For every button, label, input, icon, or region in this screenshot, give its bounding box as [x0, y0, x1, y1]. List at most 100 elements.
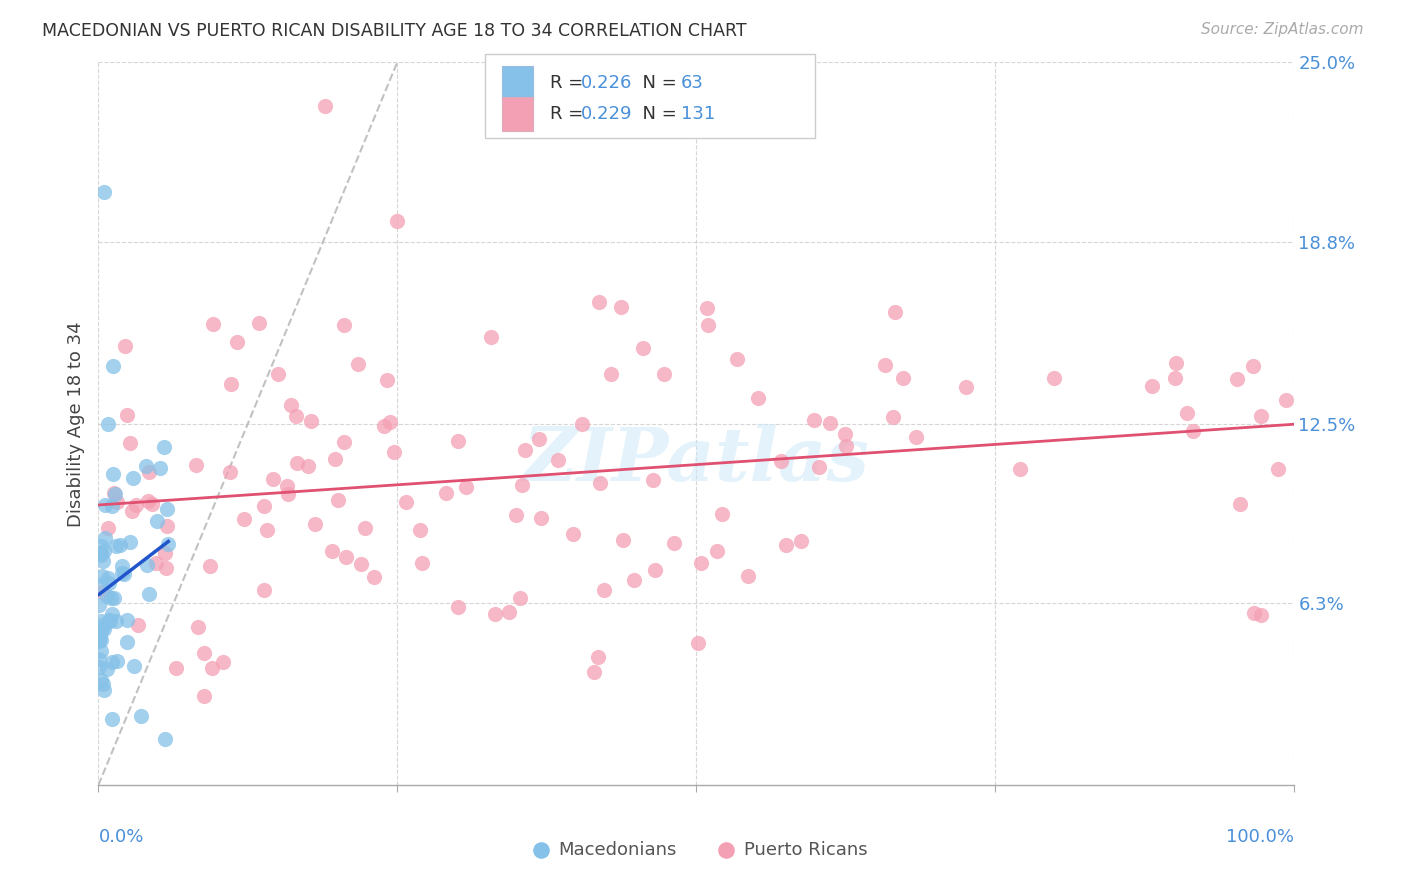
Point: [835, 439, 858, 453]
Point: [447, 434, 470, 448]
Point: [219, 466, 242, 480]
Text: 131: 131: [681, 105, 714, 123]
Point: [882, 409, 904, 424]
Point: [114, 339, 136, 353]
Point: [737, 568, 759, 582]
Point: [623, 573, 645, 587]
Point: [697, 318, 720, 332]
Point: [350, 557, 373, 571]
Point: [1181, 424, 1204, 438]
Point: [212, 656, 235, 670]
Point: [530, 511, 553, 525]
Point: [226, 334, 249, 349]
Point: [93, 622, 115, 636]
Text: Macedonians: Macedonians: [558, 841, 676, 859]
Point: [87, 632, 110, 647]
Point: [510, 478, 533, 492]
Point: [111, 558, 134, 573]
Point: [93, 618, 115, 632]
Text: N =: N =: [631, 105, 683, 123]
Point: [280, 399, 302, 413]
Point: [97, 575, 120, 590]
Point: [1241, 359, 1264, 373]
Point: [335, 550, 357, 565]
Point: [87, 660, 110, 674]
Point: [747, 391, 769, 405]
Point: [509, 591, 531, 606]
Text: Puerto Ricans: Puerto Ricans: [744, 841, 868, 859]
Point: [110, 538, 132, 552]
Point: [136, 494, 159, 508]
Point: [118, 535, 141, 549]
Point: [905, 430, 928, 444]
Point: [434, 486, 457, 500]
Point: [90, 615, 112, 629]
Point: [527, 433, 550, 447]
Point: [90, 549, 112, 563]
Point: [1175, 406, 1198, 420]
Point: [91, 584, 114, 599]
Point: [90, 623, 112, 637]
Point: [103, 486, 125, 500]
Point: [267, 367, 290, 381]
Point: [100, 607, 122, 622]
Point: [156, 519, 179, 533]
Point: [498, 605, 520, 619]
Point: [138, 465, 160, 479]
Point: [955, 380, 977, 394]
Point: [891, 371, 914, 385]
Point: [644, 563, 666, 577]
Point: [775, 538, 797, 552]
Point: [157, 536, 180, 550]
Point: [1164, 371, 1187, 385]
Point: [321, 544, 343, 558]
Point: [725, 352, 748, 367]
Point: [706, 544, 728, 558]
Point: [105, 495, 128, 509]
Text: R =: R =: [550, 105, 589, 123]
Point: [145, 514, 167, 528]
Point: [135, 558, 157, 573]
Point: [155, 502, 177, 516]
Point: [111, 566, 134, 581]
Point: [664, 536, 686, 550]
Point: [696, 301, 718, 315]
Point: [135, 459, 157, 474]
Point: [112, 567, 135, 582]
Point: [101, 713, 124, 727]
Point: [90, 632, 112, 647]
Point: [612, 533, 634, 547]
Point: [385, 214, 409, 228]
Point: [117, 408, 139, 422]
Point: [1275, 392, 1298, 407]
Point: [104, 487, 127, 501]
Point: [253, 582, 276, 597]
Point: [515, 442, 537, 457]
Point: [184, 458, 207, 472]
Point: [165, 661, 187, 675]
Point: [121, 471, 143, 485]
Point: [256, 523, 278, 537]
Point: [145, 557, 167, 571]
Point: [89, 634, 111, 648]
Point: [562, 527, 585, 541]
Text: 0.0%: 0.0%: [98, 829, 143, 847]
Point: [141, 497, 163, 511]
Text: N =: N =: [631, 74, 683, 92]
Point: [96, 589, 118, 603]
Point: [711, 508, 734, 522]
Point: [247, 316, 270, 330]
Text: ZIPatlas: ZIPatlas: [523, 424, 869, 496]
Point: [688, 636, 710, 650]
Point: [373, 418, 395, 433]
Point: [153, 440, 176, 454]
Point: [834, 427, 856, 442]
Point: [505, 508, 527, 522]
Point: [90, 568, 112, 582]
Point: [1250, 409, 1272, 423]
Point: [690, 556, 713, 570]
Point: [149, 461, 172, 475]
Point: [90, 644, 112, 658]
Point: [456, 480, 478, 494]
Point: [101, 467, 124, 481]
